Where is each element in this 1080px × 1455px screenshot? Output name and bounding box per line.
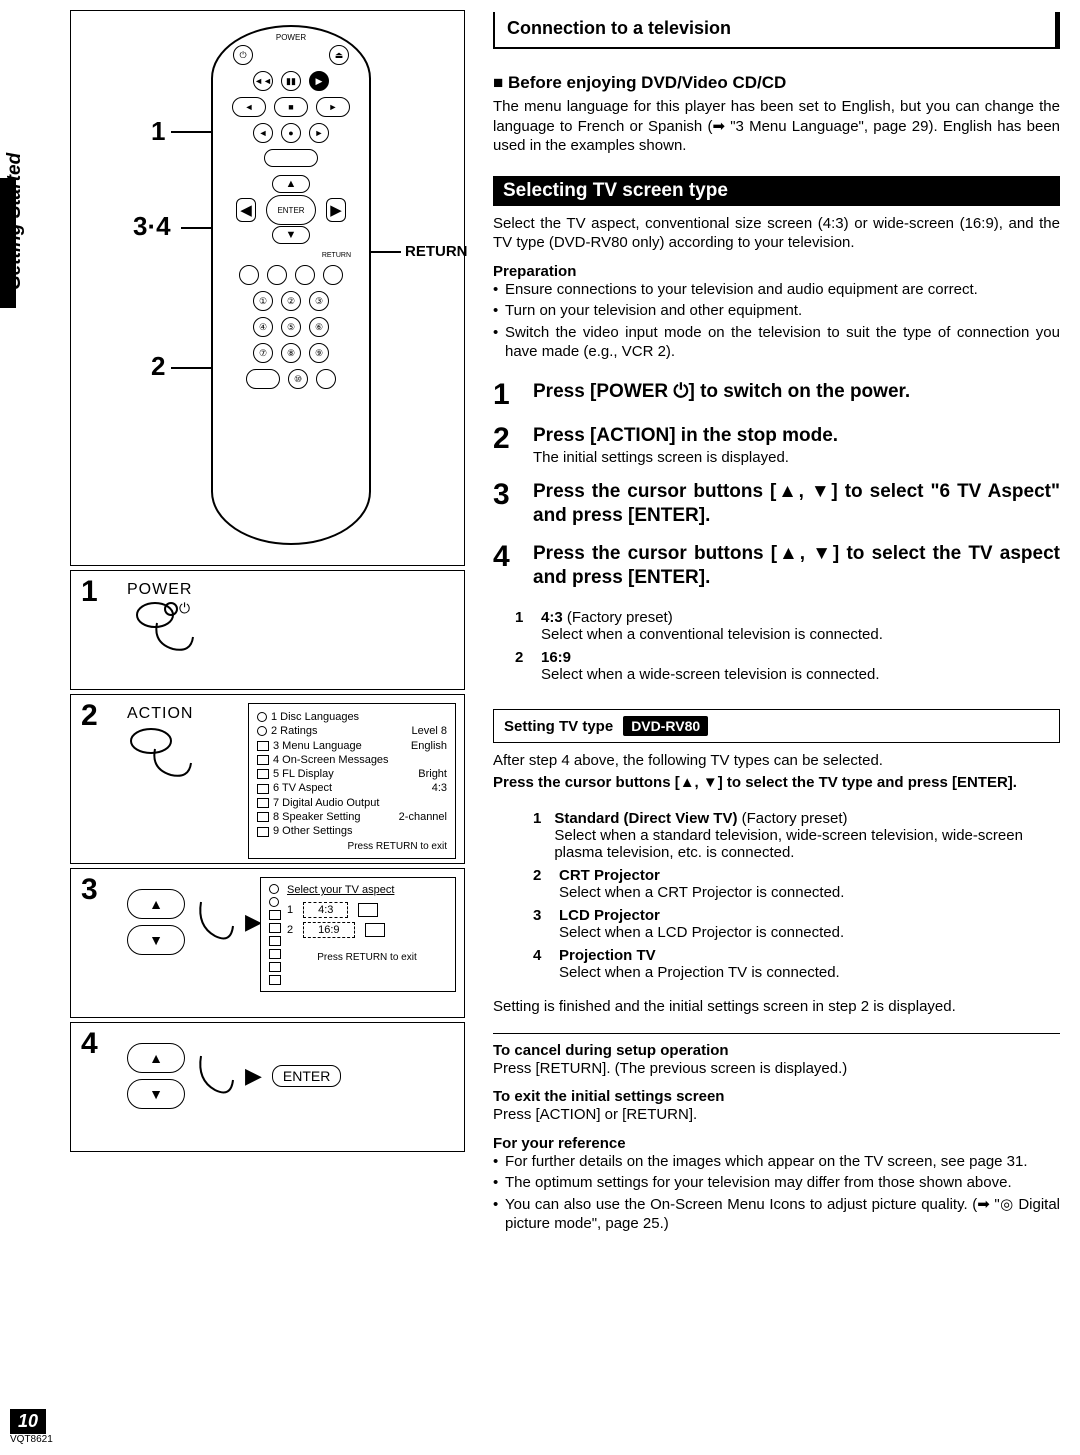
cursor-up-icon: ▲ bbox=[127, 1043, 185, 1073]
osd-setting-row: 7 Digital Audio Output bbox=[257, 796, 447, 810]
procedure-step: 3Press the cursor buttons [▲, ▼] to sele… bbox=[493, 480, 1060, 528]
procedure-step: 1Press [POWER ⏻] to switch on the power. bbox=[493, 380, 1060, 410]
power-icon: ⏻ bbox=[233, 45, 253, 65]
step-panel-4: 4 ▲ ▼ ▶ ENTER bbox=[70, 1022, 465, 1152]
osd-aspect-row: 216:9 bbox=[287, 922, 447, 938]
tv-type-bar: Setting TV type DVD-RV80 bbox=[493, 709, 1060, 743]
aspect-option: 216:9 Select when a wide-screen televisi… bbox=[515, 649, 1060, 683]
press-hand-icon bbox=[195, 1046, 235, 1106]
play-triangle-icon: ▶ bbox=[245, 1063, 262, 1089]
before-heading: ■ Before enjoying DVD/Video CD/CD bbox=[493, 73, 1060, 93]
enter-button-label: ENTER bbox=[272, 1065, 341, 1087]
action-button bbox=[246, 369, 280, 389]
cursor-down-icon: ▼ bbox=[127, 925, 185, 955]
selecting-heading: Selecting TV screen type bbox=[493, 176, 1060, 206]
selecting-paragraph: Select the TV aspect, conventional size … bbox=[493, 214, 1060, 253]
press-hand-icon bbox=[195, 892, 235, 952]
preparation-item: Switch the video input mode on the telev… bbox=[493, 323, 1060, 362]
aspect-option: 14:3 (Factory preset)Select when a conve… bbox=[515, 609, 1060, 643]
svg-text:⏻: ⏻ bbox=[179, 600, 190, 616]
tv-type-option: 1Standard (Direct View TV) (Factory pres… bbox=[533, 810, 1060, 861]
power-press-icon: ⏻ bbox=[127, 599, 197, 659]
procedure-steps: 1Press [POWER ⏻] to switch on the power.… bbox=[493, 380, 1060, 604]
callout-34: 3·4 bbox=[133, 211, 171, 242]
callout-1: 1 bbox=[151, 116, 165, 147]
tv-type-option: 2CRT Projector Select when a CRT Project… bbox=[533, 867, 1060, 901]
osd-setting-row: 4 On-Screen Messages bbox=[257, 753, 447, 767]
osd-setting-row: 6 TV Aspect4:3 bbox=[257, 781, 447, 795]
callout-return: RETURN bbox=[405, 243, 468, 260]
remote-dpad: ▲ ▼ ◀ ▶ ENTER bbox=[236, 175, 346, 244]
osd-setting-row: 3 Menu LanguageEnglish bbox=[257, 739, 447, 753]
tv-type-list: 1Standard (Direct View TV) (Factory pres… bbox=[533, 810, 1060, 987]
action-press-icon bbox=[127, 727, 197, 787]
exit-heading: To exit the initial settings screen bbox=[493, 1088, 1060, 1105]
cursor-down-icon: ▼ bbox=[127, 1079, 185, 1109]
osd-setting-row: 2 RatingsLevel 8 bbox=[257, 724, 447, 738]
remote-outline: POWER ⏻⏏ ◄◄▮▮▶ ◄■► ◄●► ▲ ▼ ◀ ▶ ENTER RET… bbox=[211, 25, 371, 545]
osd-setting-row: 1 Disc Languages bbox=[257, 710, 447, 724]
osd-initial-settings: 1 Disc Languages2 RatingsLevel 83 Menu L… bbox=[248, 703, 456, 859]
callout-2: 2 bbox=[151, 351, 165, 382]
osd-setting-row: 9 Other Settings bbox=[257, 824, 447, 838]
preparation-item: Ensure connections to your television an… bbox=[493, 280, 1060, 300]
open-icon: ⏏ bbox=[329, 45, 349, 65]
section-title: Connection to a television bbox=[493, 12, 1060, 49]
reference-list: For further details on the images which … bbox=[493, 1152, 1060, 1236]
remote-diagram: 1 3·4 2 RETURN POWER ⏻⏏ ◄◄▮▮▶ ◄■► ◄●► ▲ bbox=[70, 10, 465, 566]
step1-label: POWER bbox=[127, 581, 452, 599]
step-panel-1: 1 POWER ⏻ bbox=[70, 570, 465, 690]
model-badge: DVD-RV80 bbox=[623, 716, 708, 736]
osd-setting-row: 8 Speaker Setting2-channel bbox=[257, 810, 447, 824]
tv-type-option: 4Projection TV Select when a Projection … bbox=[533, 947, 1060, 981]
step-panel-2: 2 ACTION 1 Disc Languages2 RatingsLevel … bbox=[70, 694, 465, 864]
page-footer: 10 VQT8621 bbox=[10, 1409, 46, 1445]
reference-item: You can also use the On-Screen Menu Icon… bbox=[493, 1195, 1060, 1234]
reference-item: For further details on the images which … bbox=[493, 1152, 1060, 1172]
cancel-heading: To cancel during setup operation bbox=[493, 1042, 1060, 1059]
reference-item: The optimum settings for your television… bbox=[493, 1173, 1060, 1193]
step4-substeps: 14:3 (Factory preset)Select when a conve… bbox=[515, 609, 1060, 689]
preparation-heading: Preparation bbox=[493, 263, 1060, 280]
osd-tv-aspect: Select your TV aspect 14:3216:9 Press RE… bbox=[260, 877, 456, 992]
preparation-item: Turn on your television and other equipm… bbox=[493, 301, 1060, 321]
preparation-list: Ensure connections to your television an… bbox=[493, 280, 1060, 364]
getting-started-label: Getting Started bbox=[4, 153, 26, 290]
osd-aspect-row: 14:3 bbox=[287, 902, 447, 918]
reference-heading: For your reference bbox=[493, 1135, 1060, 1152]
tv-type-option: 3LCD Projector Select when a LCD Project… bbox=[533, 907, 1060, 941]
before-paragraph: The menu language for this player has be… bbox=[493, 97, 1060, 156]
step-panel-3: 3 ▲ ▼ ▶ ENTER bbox=[70, 868, 465, 1018]
cursor-up-icon: ▲ bbox=[127, 889, 185, 919]
osd-setting-row: 5 FL DisplayBright bbox=[257, 767, 447, 781]
procedure-step: 2Press [ACTION] in the stop mode.The ini… bbox=[493, 424, 1060, 467]
procedure-step: 4Press the cursor buttons [▲, ▼] to sele… bbox=[493, 542, 1060, 590]
